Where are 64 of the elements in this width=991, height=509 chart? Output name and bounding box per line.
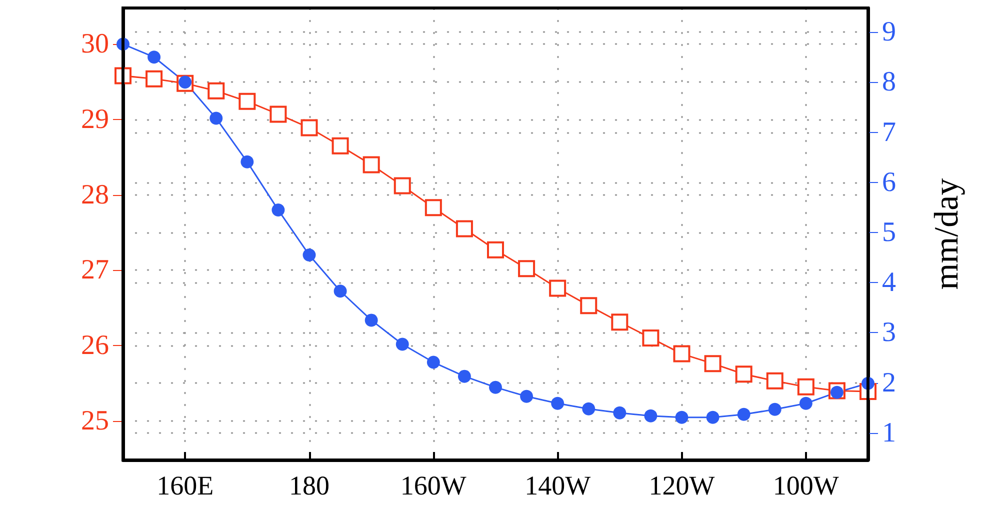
point bbox=[396, 338, 409, 351]
point bbox=[302, 248, 316, 262]
point bbox=[394, 177, 411, 194]
point bbox=[799, 396, 812, 410]
point bbox=[737, 408, 750, 421]
point bbox=[148, 50, 161, 64]
x-tick-label: 120W bbox=[648, 470, 716, 500]
x-tick-label: 140W bbox=[524, 470, 592, 500]
point bbox=[362, 156, 380, 174]
point bbox=[613, 406, 626, 420]
y2-tick-label: 5 bbox=[882, 216, 896, 248]
y2-tick-label: 6 bbox=[882, 166, 896, 198]
point bbox=[611, 314, 628, 331]
point bbox=[766, 372, 784, 390]
point bbox=[332, 137, 349, 154]
point bbox=[704, 355, 722, 372]
x-tick-label: 100W bbox=[772, 470, 840, 500]
y-tick-label: 27 bbox=[81, 254, 109, 286]
point bbox=[675, 410, 688, 424]
point bbox=[424, 199, 442, 216]
x-tick-label: 180 bbox=[289, 470, 330, 500]
point bbox=[797, 378, 814, 396]
y2-tick-label: 8 bbox=[882, 66, 896, 98]
point bbox=[458, 370, 471, 383]
point bbox=[456, 220, 473, 238]
y-tick-label: 25 bbox=[81, 405, 109, 436]
point bbox=[270, 106, 287, 123]
point bbox=[426, 356, 440, 369]
y-tick-label: 29 bbox=[81, 104, 109, 135]
point bbox=[549, 280, 566, 297]
y-tick-label: 28 bbox=[81, 179, 109, 210]
y2-tick-label: 2 bbox=[882, 367, 896, 398]
point bbox=[580, 297, 598, 314]
point bbox=[210, 112, 223, 125]
point bbox=[735, 366, 752, 383]
y2-tick-label: 3 bbox=[882, 317, 896, 348]
point bbox=[642, 329, 660, 346]
y2-tick-label: 1 bbox=[882, 417, 896, 448]
point bbox=[518, 260, 536, 278]
point bbox=[146, 70, 163, 88]
point bbox=[240, 155, 254, 168]
y2-tick-label: 4 bbox=[882, 267, 896, 298]
point bbox=[551, 396, 564, 410]
point bbox=[644, 409, 658, 422]
point bbox=[364, 314, 378, 327]
point bbox=[582, 402, 596, 416]
y-tick-label: 26 bbox=[81, 330, 109, 361]
y2-axis-title: mm/day bbox=[928, 178, 966, 290]
y2-tick-label: 9 bbox=[882, 16, 896, 48]
point bbox=[768, 402, 782, 416]
x-tick-label: 160W bbox=[400, 470, 467, 500]
point bbox=[673, 345, 690, 362]
point bbox=[334, 284, 347, 298]
point bbox=[238, 92, 256, 110]
y2-tick-label: 7 bbox=[882, 116, 896, 148]
point bbox=[706, 410, 720, 424]
point bbox=[300, 119, 318, 136]
point bbox=[208, 82, 225, 100]
x-tick-label: 160E bbox=[156, 470, 214, 500]
point bbox=[487, 241, 504, 258]
point bbox=[520, 390, 534, 403]
y-tick-label: 30 bbox=[81, 28, 109, 60]
point bbox=[489, 380, 502, 394]
point bbox=[272, 203, 285, 216]
